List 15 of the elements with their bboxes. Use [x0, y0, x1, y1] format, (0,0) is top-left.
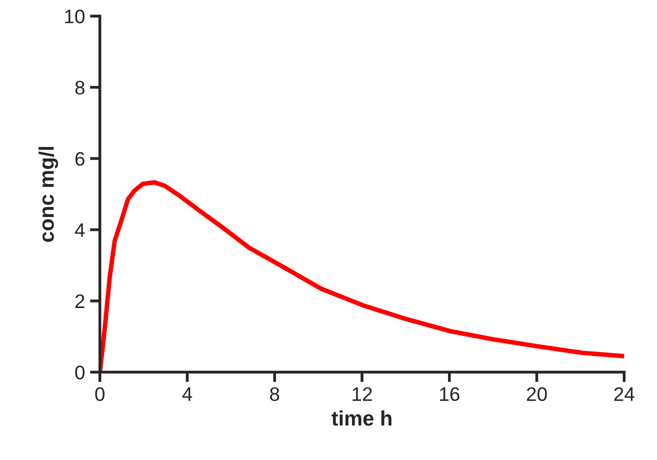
y-tick-label: 4 — [74, 223, 85, 237]
x-tick-label: 12 — [352, 387, 372, 401]
y-tick-label: 2 — [75, 294, 84, 308]
x-axis-title: time h — [332, 410, 392, 426]
y-tick-label: 10 — [65, 10, 85, 24]
y-axis-title: conc mg/l — [38, 146, 58, 242]
x-tick-label: 8 — [270, 387, 280, 402]
x-tick-label: 4 — [182, 387, 192, 401]
x-tick-label: 24 — [614, 387, 634, 401]
y-tick-label: 0 — [75, 366, 85, 380]
x-tick-label: 16 — [440, 387, 460, 402]
y-tick-label: 6 — [75, 152, 84, 166]
x-tick-label: 20 — [526, 387, 547, 402]
y-tick-label: 8 — [75, 80, 84, 95]
x-tick-label: 0 — [95, 387, 105, 402]
